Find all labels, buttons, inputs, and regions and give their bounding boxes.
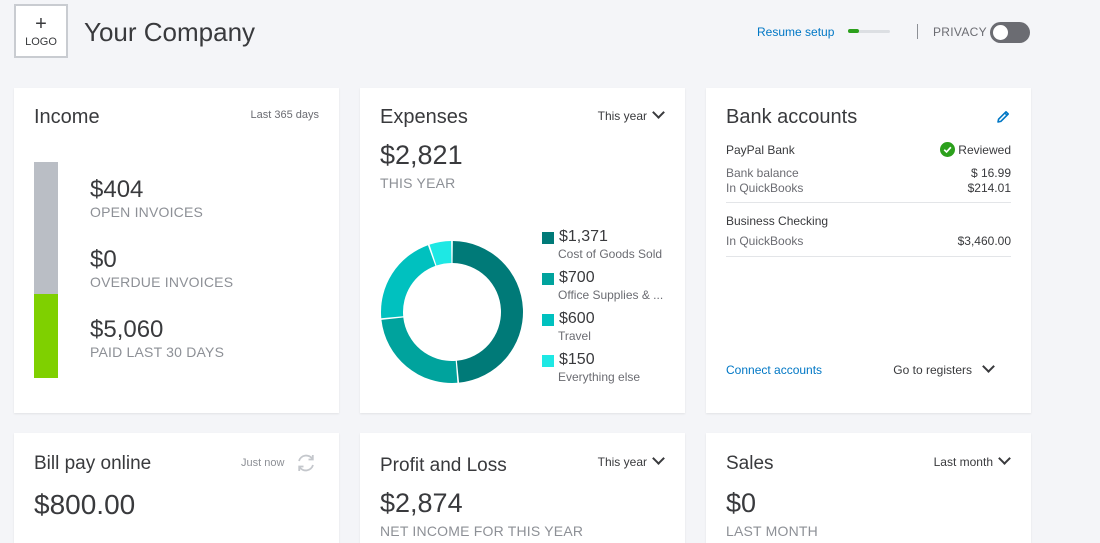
add-logo-button[interactable]: + LOGO: [14, 4, 68, 58]
bank-accounts-card: Bank accounts PayPal Bank Reviewed Bank …: [706, 88, 1031, 413]
bank-accounts-title: Bank accounts: [726, 106, 858, 128]
income-title: Income: [34, 106, 100, 128]
chevron-down-icon: [998, 452, 1011, 465]
chevron-down-icon: [652, 106, 665, 119]
profit-loss-period-dropdown[interactable]: This year: [597, 452, 665, 469]
chevron-down-icon: [982, 360, 995, 373]
open-invoices-label: OPEN INVOICES: [90, 204, 204, 220]
privacy-toggle[interactable]: [990, 22, 1030, 43]
paid-label: PAID LAST 30 DAYS: [90, 344, 225, 360]
business-checking-name[interactable]: Business Checking: [726, 214, 829, 228]
profit-loss-title: Profit and Loss: [380, 455, 507, 476]
setup-progress-fill: [848, 29, 859, 33]
open-invoices-amount[interactable]: $404: [90, 176, 144, 203]
overdue-invoices-bar[interactable]: [34, 229, 58, 294]
expenses-donut-chart[interactable]: [380, 240, 524, 384]
company-name[interactable]: Your Company: [84, 17, 256, 47]
bank-balance-value: $ 16.99: [970, 166, 1011, 180]
sales-card: Sales Last month $0 LAST MONTH: [706, 433, 1031, 543]
refresh-icon[interactable]: [295, 452, 317, 474]
income-period: Last 365 days: [250, 109, 320, 121]
chevron-down-icon: [652, 452, 665, 465]
open-invoices-bar[interactable]: [34, 162, 58, 229]
plus-icon: +: [35, 13, 47, 35]
legend-category: Everything else: [558, 370, 641, 384]
checking-quickbooks-label: In QuickBooks: [726, 234, 804, 248]
go-to-registers-dropdown[interactable]: Go to registers: [893, 360, 995, 377]
legend-amount[interactable]: $1,371: [559, 228, 608, 245]
legend-swatch: [542, 355, 554, 367]
donut-slice[interactable]: [381, 245, 436, 319]
expenses-total: $2,821: [380, 140, 463, 170]
reviewed-status: Reviewed: [940, 142, 1011, 157]
expenses-total-label: THIS YEAR: [380, 175, 456, 191]
profit-loss-label: NET INCOME FOR THIS YEAR: [380, 523, 584, 539]
connect-accounts-link[interactable]: Connect accounts: [726, 363, 823, 377]
divider: [726, 256, 1011, 257]
checking-quickbooks-value: $3,460.00: [957, 234, 1011, 248]
paypal-quickbooks-value: $214.01: [967, 181, 1011, 195]
legend-amount[interactable]: $700: [559, 269, 595, 286]
donut-slice[interactable]: [452, 241, 523, 383]
paid-amount[interactable]: $5,060: [90, 316, 164, 343]
go-to-registers-label: Go to registers: [893, 363, 972, 377]
legend-category: Office Supplies & ...: [558, 288, 664, 302]
legend-amount[interactable]: $600: [559, 310, 595, 327]
bill-pay-amount: $800.00: [34, 489, 136, 520]
profit-loss-amount: $2,874: [380, 488, 463, 518]
header-divider: [917, 24, 918, 39]
expenses-title: Expenses: [380, 106, 468, 128]
paypal-bank-name[interactable]: PayPal Bank: [726, 143, 795, 157]
donut-slice[interactable]: [429, 241, 452, 266]
profit-loss-card: Profit and Loss This year $2,874 NET INC…: [360, 433, 685, 543]
profit-loss-period-label: This year: [597, 455, 647, 469]
bill-pay-title: Bill pay online: [34, 453, 152, 474]
legend-category: Cost of Goods Sold: [558, 247, 663, 261]
paypal-quickbooks-label: In QuickBooks: [726, 181, 804, 195]
bank-balance-label: Bank balance: [726, 166, 799, 180]
divider: [726, 202, 1011, 203]
toggle-knob: [993, 25, 1008, 40]
sales-period-label: Last month: [933, 455, 993, 469]
sales-period-dropdown[interactable]: Last month: [933, 452, 1011, 469]
income-card: Income Last 365 days $404 OPEN INVOICES …: [14, 88, 339, 413]
bill-pay-status: Just now: [241, 457, 285, 469]
expenses-card: Expenses This year $2,821 THIS YEAR $1,3…: [360, 88, 685, 413]
reviewed-label: Reviewed: [958, 143, 1011, 157]
overdue-invoices-label: OVERDUE INVOICES: [90, 274, 234, 290]
resume-setup-link[interactable]: Resume setup: [757, 25, 835, 39]
bill-pay-card: Bill pay online Just now $800.00: [14, 433, 339, 543]
sales-title: Sales: [726, 453, 774, 474]
legend-category: Travel: [558, 329, 591, 343]
pencil-icon[interactable]: [995, 109, 1011, 125]
check-circle-icon: [940, 142, 956, 157]
legend-swatch: [542, 232, 554, 244]
expenses-period-label: This year: [597, 109, 647, 123]
sales-label: LAST MONTH: [726, 523, 818, 539]
legend-swatch: [542, 314, 554, 326]
legend-amount[interactable]: $150: [559, 351, 595, 368]
logo-label: LOGO: [25, 36, 57, 48]
donut-slice[interactable]: [381, 317, 458, 383]
privacy-label: PRIVACY: [933, 25, 987, 39]
expenses-period-dropdown[interactable]: This year: [597, 106, 665, 123]
setup-progress-track: [848, 30, 890, 33]
sales-amount: $0: [726, 488, 757, 518]
paid-bar[interactable]: [34, 294, 58, 378]
overdue-invoices-amount[interactable]: $0: [90, 246, 117, 273]
legend-swatch: [542, 273, 554, 285]
